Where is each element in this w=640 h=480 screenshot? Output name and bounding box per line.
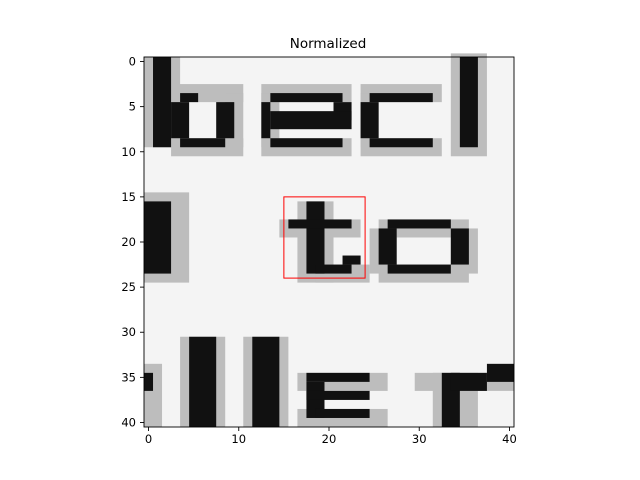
x-tick-label: 20 [322, 432, 337, 446]
image-cell [315, 408, 370, 418]
image-cell [261, 102, 271, 139]
image-cell [342, 255, 361, 265]
image-cell [252, 336, 280, 427]
x-axis: 0 10 20 30 40 [145, 427, 517, 446]
image-cell [306, 372, 370, 382]
image-cell [387, 264, 451, 274]
x-tick-label: 30 [412, 432, 427, 446]
image-cell [306, 390, 370, 400]
image-cell [153, 57, 172, 148]
image-cell [306, 201, 325, 274]
x-tick-label: 40 [502, 432, 517, 446]
image-cell [450, 228, 469, 265]
image-cell [369, 93, 433, 103]
image-cell [360, 102, 379, 139]
y-tick-label: 5 [129, 100, 136, 114]
image-cell [171, 102, 190, 139]
image-cell [180, 93, 199, 103]
plot-area [143, 53, 515, 428]
y-tick-label: 40 [121, 415, 136, 429]
image-cell [387, 219, 451, 229]
chart-title: Normalized [290, 36, 367, 52]
image-cell [315, 264, 352, 274]
y-tick-label: 35 [121, 370, 136, 384]
text-image [144, 53, 514, 427]
image-cell [270, 138, 343, 148]
annotation-box [283, 196, 366, 279]
y-axis: 0 5 10 15 20 25 30 35 40 [121, 55, 144, 429]
image-cell [270, 93, 343, 103]
image-cell [459, 57, 478, 148]
y-tick-label: 10 [121, 145, 136, 159]
image-cell [450, 372, 487, 391]
x-tick-label: 0 [145, 432, 152, 446]
y-tick-label: 15 [121, 190, 136, 204]
image-cell [369, 138, 433, 148]
y-tick-label: 25 [121, 280, 136, 294]
y-tick-label: 20 [121, 235, 136, 249]
image-cell [144, 201, 172, 274]
image-cell [189, 336, 217, 427]
image-cell [216, 102, 235, 139]
image-cell [378, 228, 397, 265]
image-cell [288, 219, 352, 229]
x-tick-label: 10 [231, 432, 246, 446]
image-cell [486, 363, 514, 382]
image-cell [180, 138, 226, 148]
y-tick-label: 0 [129, 55, 136, 69]
image-cell [270, 111, 352, 130]
image-cell [144, 372, 154, 391]
y-tick-label: 30 [121, 325, 136, 339]
